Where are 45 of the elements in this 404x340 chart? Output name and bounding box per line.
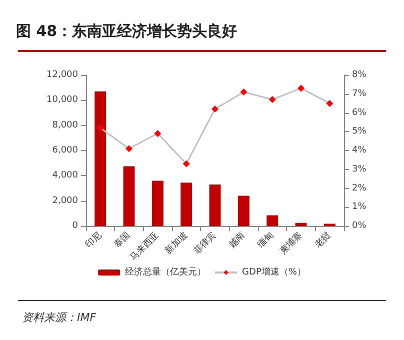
y2-tick-label: 1% bbox=[352, 202, 367, 212]
point bbox=[154, 130, 162, 138]
point bbox=[268, 96, 276, 104]
point bbox=[126, 145, 132, 152]
y-tick-label: 12,000 bbox=[46, 70, 78, 80]
x-tick-label: 菲律宾 bbox=[192, 230, 219, 257]
y-tick-label: 6,000 bbox=[52, 146, 78, 156]
legend-label: 经济总量（亿美元） bbox=[125, 266, 206, 278]
bar bbox=[94, 91, 106, 226]
y-tick-label: 4,000 bbox=[52, 170, 78, 181]
y2-tick-label: 4% bbox=[352, 146, 367, 156]
bar bbox=[266, 215, 278, 226]
bar bbox=[209, 184, 221, 226]
point bbox=[182, 160, 190, 168]
text: 资料来源：IMF bbox=[22, 310, 96, 325]
x-tick-label: 老挝 bbox=[312, 230, 334, 250]
y2-tick-label: 6% bbox=[352, 108, 367, 118]
y-tick-label: 8,000 bbox=[52, 120, 78, 130]
y2-tick-label: 0% bbox=[352, 221, 367, 231]
legend-label: GDP增速（%） bbox=[242, 266, 306, 278]
y2-tick-label: 5% bbox=[352, 126, 367, 137]
bar bbox=[152, 180, 164, 226]
y-tick-label: 10,000 bbox=[46, 95, 78, 106]
x-tick-label: 越南 bbox=[226, 230, 248, 250]
x-tick-label: 新加坡 bbox=[163, 230, 190, 257]
y2-tick-label: 7% bbox=[352, 88, 367, 99]
y2-tick-label: 8% bbox=[352, 70, 367, 80]
y2-tick-label: 2% bbox=[352, 183, 367, 194]
point bbox=[326, 100, 334, 107]
x-tick-label: 柬埔寨 bbox=[278, 230, 305, 257]
y-tick-label: 0 bbox=[72, 221, 78, 231]
point bbox=[298, 84, 304, 92]
point bbox=[96, 124, 104, 132]
x-tick-label: 缅甸 bbox=[255, 230, 276, 250]
x-tick-label: 印尼 bbox=[83, 230, 104, 250]
bar bbox=[123, 166, 135, 226]
y-tick-label: 2,000 bbox=[52, 196, 78, 206]
bar bbox=[180, 182, 192, 226]
y2-tick-label: 3% bbox=[352, 164, 367, 174]
point bbox=[240, 88, 248, 96]
chart-title: 图 48：东南亚经济增长势头良好 bbox=[16, 22, 238, 41]
x-tick-label: 泰国 bbox=[112, 230, 133, 250]
bar bbox=[295, 222, 307, 226]
bar bbox=[238, 196, 250, 226]
point bbox=[212, 105, 218, 112]
